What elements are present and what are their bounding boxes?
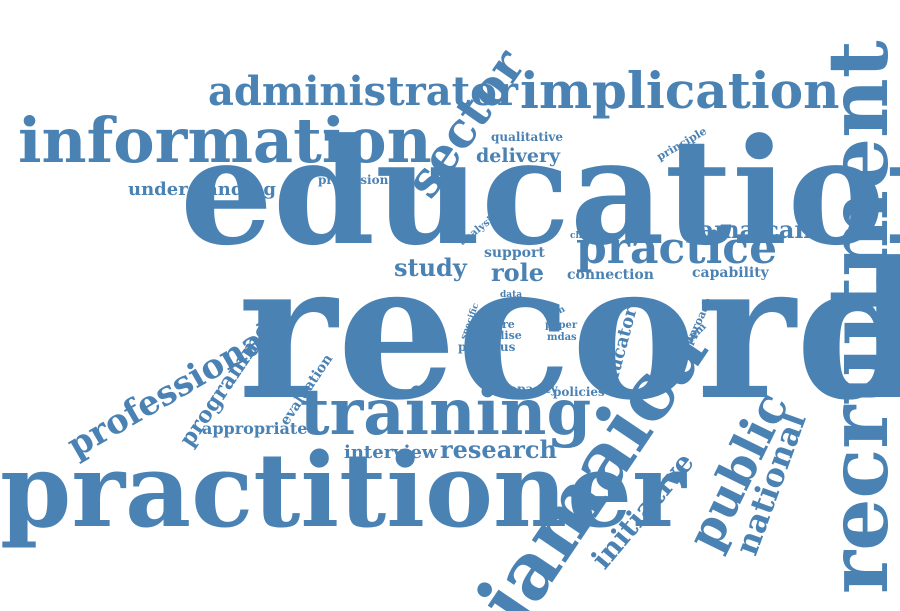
- word-recruitment: recruitment: [811, 40, 900, 594]
- word-connection: connection: [567, 267, 654, 283]
- word-role: role: [491, 258, 545, 287]
- word-training: training: [300, 375, 592, 450]
- word-mdas: mdas: [547, 332, 577, 343]
- word-profession: profession: [318, 173, 389, 187]
- word-practice: practice: [576, 223, 778, 274]
- word-change: change: [570, 231, 607, 241]
- word-interview: interview: [344, 442, 438, 463]
- word-previous: previous: [458, 340, 516, 354]
- word-implication: implication: [520, 61, 840, 120]
- word-paper: paper: [545, 320, 578, 331]
- word-information: information: [18, 104, 432, 177]
- word-understanding: understanding: [128, 179, 276, 200]
- word-appropriate: appropriate: [202, 419, 308, 438]
- word-more: more: [483, 318, 515, 331]
- word-practitioner: practitioner: [0, 431, 686, 551]
- word-utilise: utilise: [483, 329, 522, 342]
- word-capability: capability: [692, 265, 769, 281]
- word-study: study: [394, 253, 467, 282]
- word-education: education: [180, 107, 900, 278]
- word-data: data: [500, 290, 523, 300]
- word-policies: policies: [553, 385, 605, 399]
- word-support: support: [484, 245, 545, 261]
- word-research: research: [440, 435, 557, 464]
- word-jamaican: jamaican: [690, 215, 812, 244]
- word-delivery: delivery: [476, 145, 560, 167]
- word-administrator: administrator: [208, 68, 518, 115]
- word-record: record: [238, 221, 900, 442]
- word-qualitative: qualitative: [491, 130, 564, 144]
- word-capacity: capacity: [502, 382, 558, 396]
